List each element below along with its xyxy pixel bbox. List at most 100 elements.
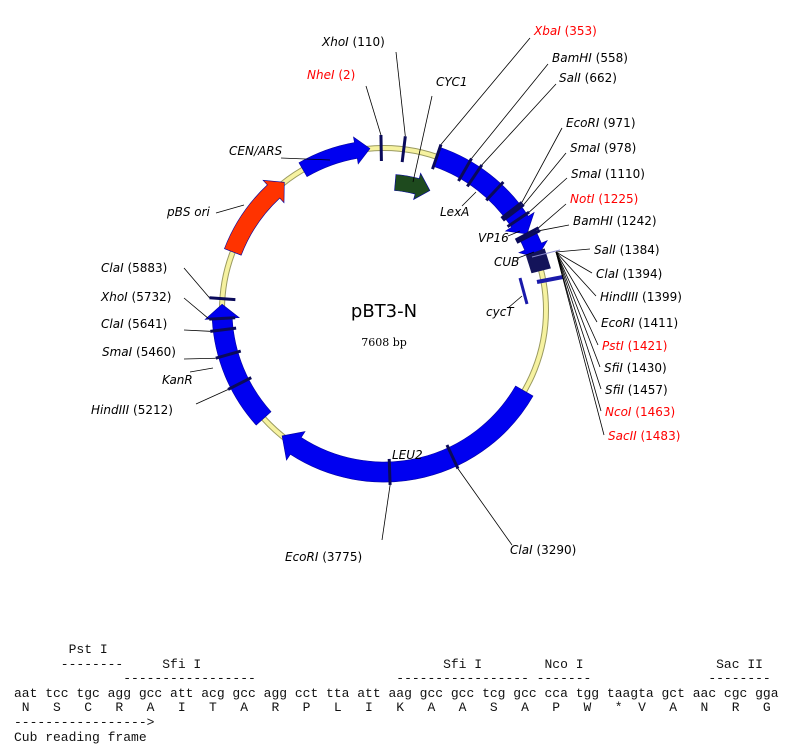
site-tick <box>502 203 525 222</box>
site-label: SmaI (978) <box>570 141 636 155</box>
lexa-leader-line <box>461 191 477 207</box>
site-leader-line <box>395 51 406 137</box>
site-label: HindIII (5212) <box>91 403 173 417</box>
site-position: (2) <box>338 68 355 82</box>
site-leader-line <box>538 203 567 229</box>
site-label: HindIII (1399) <box>600 290 682 304</box>
site-position: (3290) <box>536 543 576 557</box>
site-enzyme-name: BamHI <box>573 214 613 228</box>
site-position: (1110) <box>605 167 645 181</box>
site-label: EcoRI (971) <box>566 116 636 130</box>
site-enzyme-name: PstI <box>602 339 624 353</box>
site-tick <box>400 136 407 163</box>
vp16-label: VP16 <box>478 231 509 245</box>
site-position: (353) <box>565 24 597 38</box>
cub-end-marker <box>536 275 564 284</box>
site-leader-line <box>555 251 599 346</box>
site-position: (5641) <box>127 317 167 331</box>
site-tick <box>209 296 236 302</box>
site-tick <box>227 376 252 391</box>
site-leader-line <box>365 85 382 136</box>
site-position: (5212) <box>133 403 173 417</box>
site-tick <box>445 444 460 470</box>
site-position: (1225) <box>598 192 638 206</box>
pbs-ori-label: pBS ori <box>166 205 211 219</box>
site-leader-line <box>555 251 602 412</box>
site-leader-line <box>183 267 210 299</box>
site-position: (1483) <box>640 429 680 443</box>
site-position: (1384) <box>620 243 660 257</box>
site-enzyme-name: SmaI <box>570 141 601 155</box>
cen-ars-leader-line <box>280 157 331 161</box>
site-tick <box>514 226 540 242</box>
cen-ars-feature-arrow <box>298 136 371 178</box>
site-leader-line <box>195 389 229 405</box>
site-label: BamHI (1242) <box>573 214 657 228</box>
site-enzyme-name: BamHI <box>552 51 592 65</box>
reading-frame-label: Cub reading frame <box>14 729 147 745</box>
site-label: NheI (2) <box>307 68 355 82</box>
site-enzyme-name: XhoI <box>321 35 349 49</box>
lexa-feature-arrow <box>433 147 535 235</box>
site-label: SmaI (5460) <box>102 345 176 359</box>
site-enzyme-name: EcoRI <box>566 116 600 130</box>
site-leader-line <box>555 251 593 274</box>
plasmid-name: pBT3-N <box>351 301 417 322</box>
site-leader-line <box>523 152 567 205</box>
restriction-sites: NheI (2) XhoI (110) XbaI (353) BamHI (558) S… <box>91 24 682 564</box>
site-position: (1399) <box>642 290 682 304</box>
site-position: (1457) <box>628 383 668 397</box>
site-label-row-1: Pst I <box>14 642 108 657</box>
site-leader-line <box>555 248 591 253</box>
site-leader-line <box>183 297 210 320</box>
site-label: NcoI (1463) <box>605 405 675 419</box>
site-position: (1242) <box>617 214 657 228</box>
site-leader-line <box>183 329 211 332</box>
kanr-label: KanR <box>162 373 193 387</box>
site-enzyme-name: ClaI <box>596 267 619 281</box>
site-position: (978) <box>604 141 636 155</box>
reading-frame-arrow: -----------------> <box>14 714 155 730</box>
site-tick <box>516 229 541 244</box>
site-enzyme-name: EcoRI <box>601 316 635 330</box>
site-label: SalI (1384) <box>594 243 660 257</box>
cub-feature-block <box>525 248 551 274</box>
leu2-label: LEU2 <box>392 448 423 462</box>
site-label: ClaI (5883) <box>101 261 167 275</box>
site-label: XhoI (5732) <box>100 290 171 304</box>
site-enzyme-name: NheI <box>307 68 335 82</box>
site-leader-line <box>555 251 601 368</box>
cyct-terminator-mark <box>518 277 529 305</box>
site-position: (1421) <box>628 339 668 353</box>
site-enzyme-name: NotI <box>570 192 595 206</box>
site-label: ClaI (3290) <box>510 543 576 557</box>
site-label: SacII (1483) <box>608 429 680 443</box>
site-position: (1430) <box>627 361 667 375</box>
site-tick <box>209 316 236 321</box>
protein-translation: N S C R A I T A R P L I K A A S A P W * … <box>14 700 771 716</box>
site-enzyme-name: SalI <box>594 243 616 257</box>
site-label: SalI (662) <box>559 71 617 85</box>
site-enzyme-name: SacII <box>608 429 637 443</box>
site-label: BamHI (558) <box>552 51 628 65</box>
cyct-label: cycT <box>486 305 515 319</box>
site-enzyme-name: SfiI <box>604 361 623 375</box>
site-leader-line <box>457 468 513 546</box>
site-position: (662) <box>585 71 617 85</box>
vp16-leader-line <box>507 230 521 237</box>
leu2-feature-arrow <box>281 385 534 483</box>
cyc1-label: CYC1 <box>436 75 468 89</box>
site-label-row-2: -------- Sfi I Sfi I Nco I Sac II <box>14 656 763 672</box>
site-leader-line <box>440 37 531 145</box>
site-position: (5732) <box>132 290 172 304</box>
site-enzyme-name: HindIII <box>600 290 639 304</box>
site-tick <box>387 458 392 485</box>
site-label: XhoI (110) <box>321 35 385 49</box>
lexa-internal-mark <box>485 180 505 202</box>
site-position: (1394) <box>622 267 662 281</box>
site-label: EcoRI (3775) <box>285 550 362 564</box>
site-position: (5883) <box>127 261 167 275</box>
site-position: (3775) <box>322 550 362 564</box>
site-label: SmaI (1110) <box>571 167 645 181</box>
kanr-leader-line <box>189 367 214 373</box>
